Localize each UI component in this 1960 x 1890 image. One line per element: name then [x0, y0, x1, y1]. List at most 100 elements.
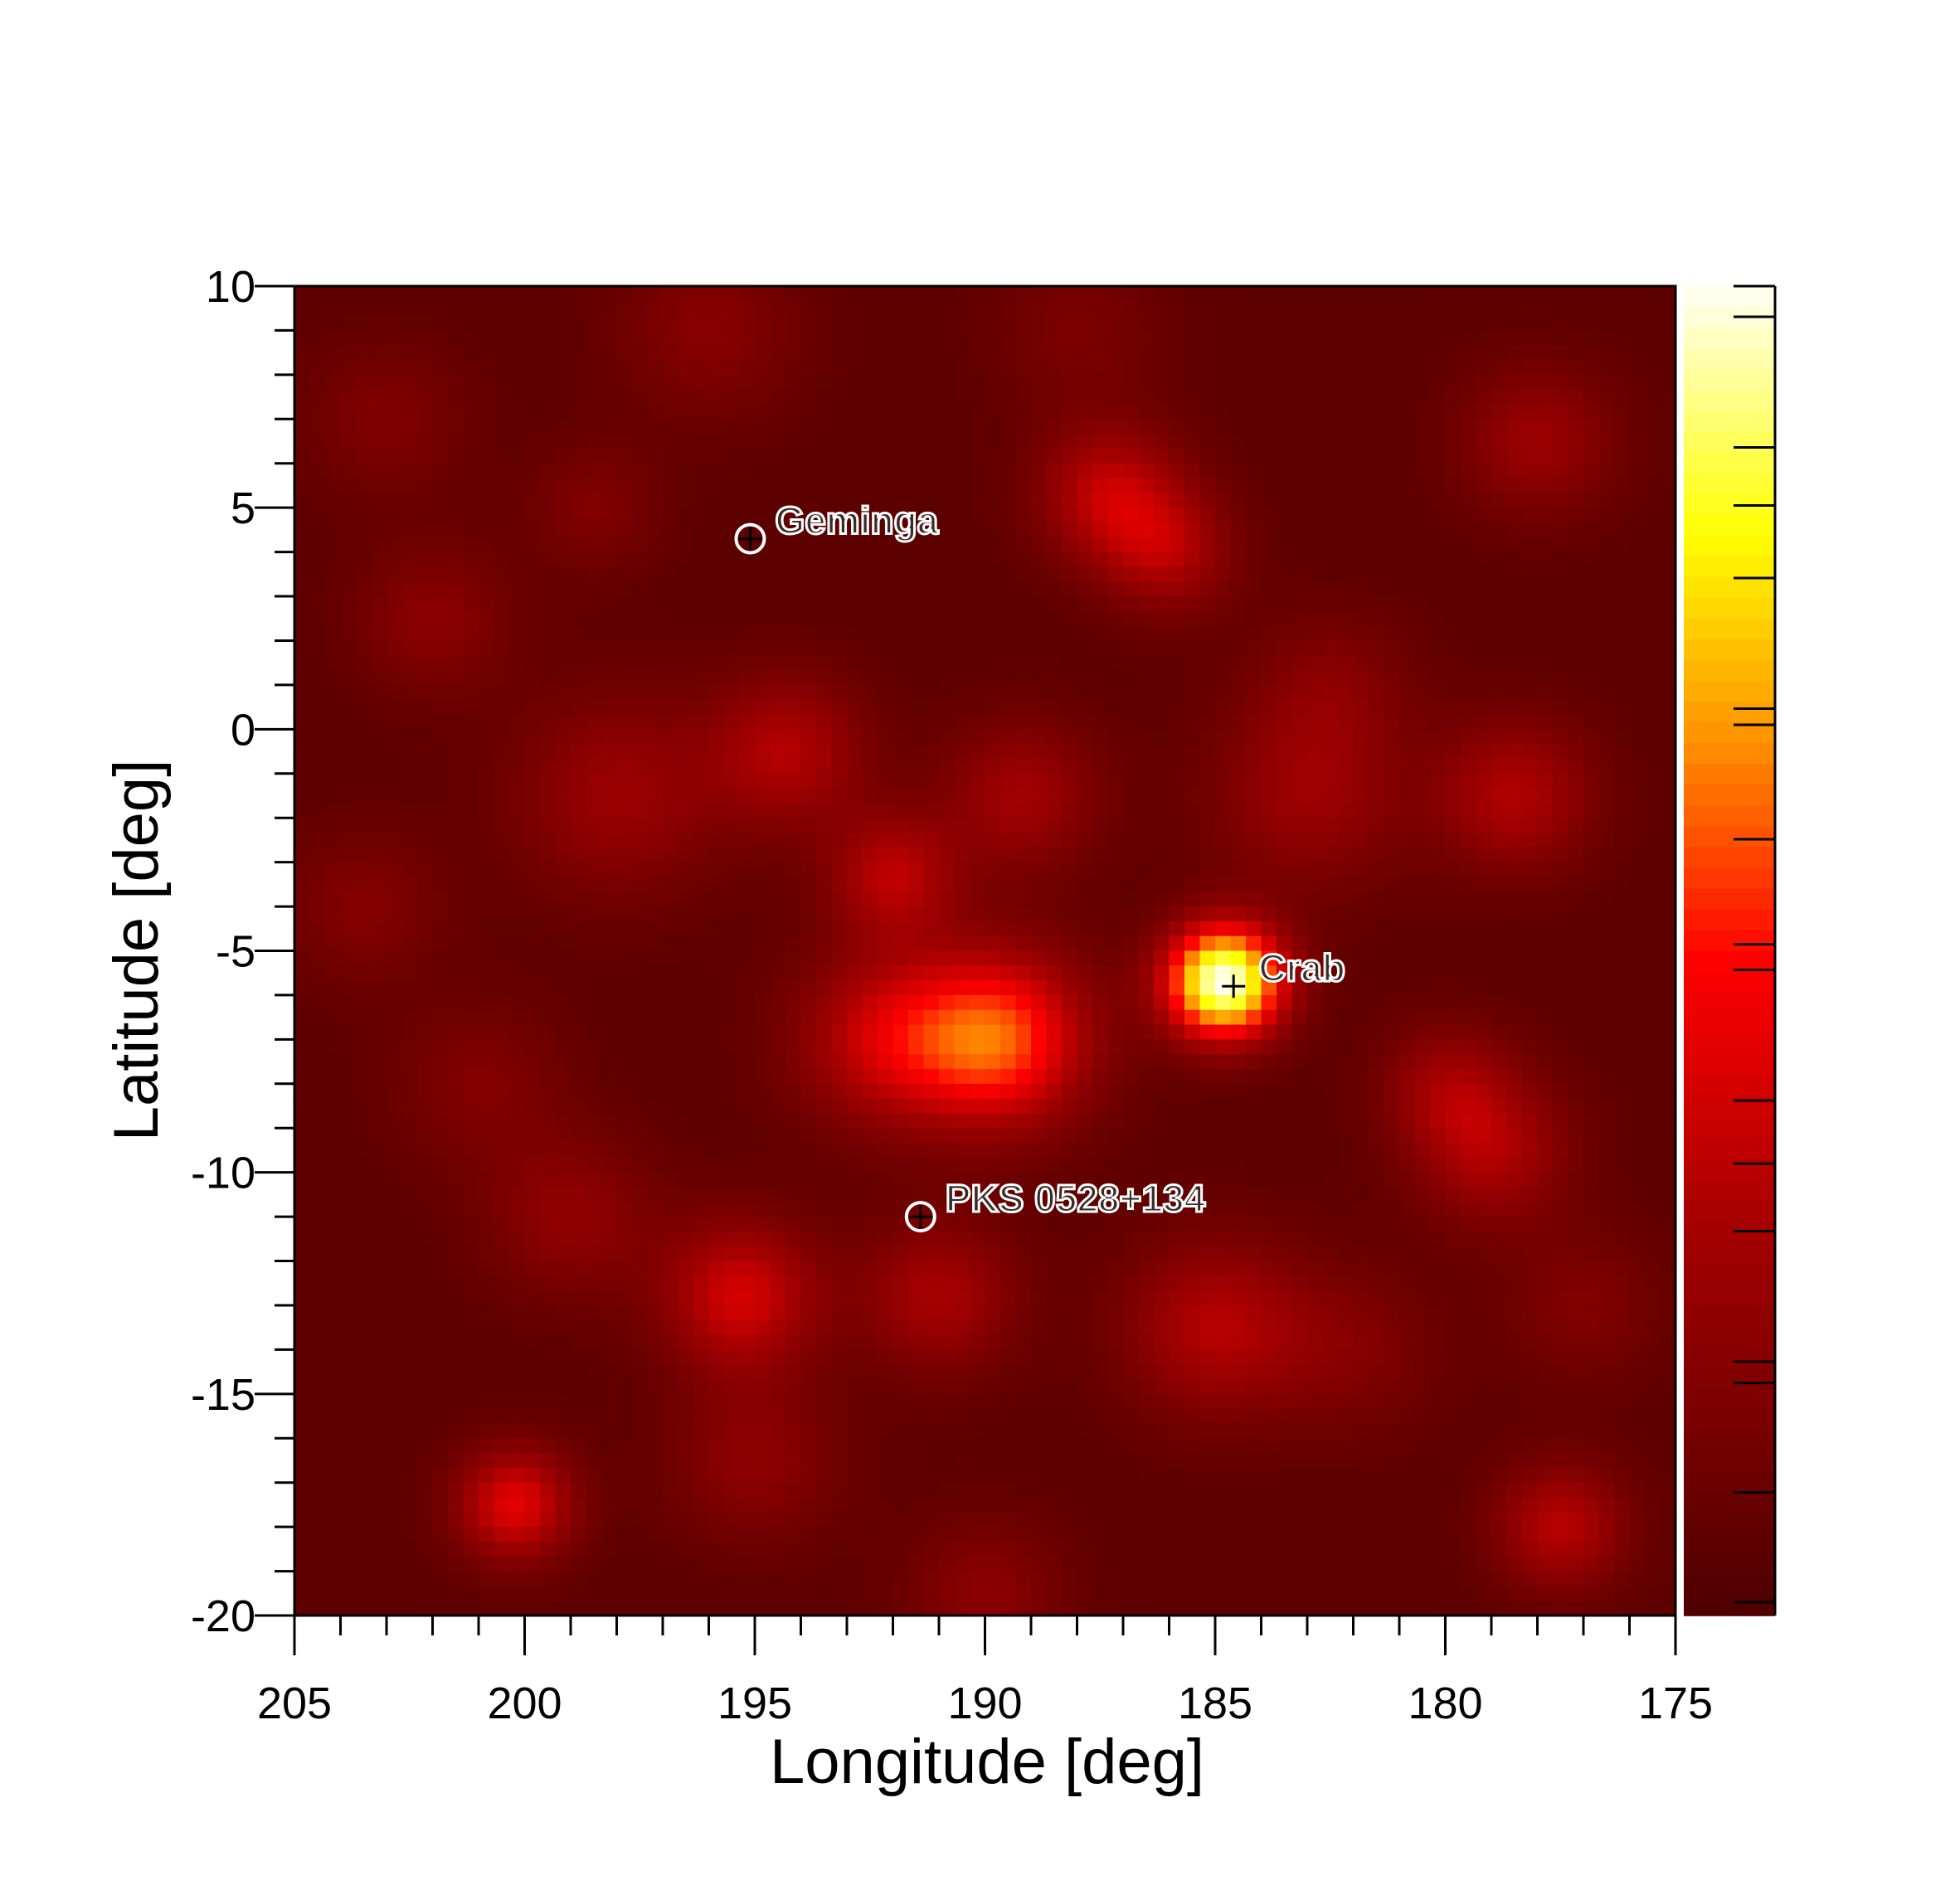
heatmap-cell — [1553, 508, 1569, 523]
heatmap-cell — [1553, 950, 1569, 967]
heatmap-cell — [739, 508, 756, 523]
heatmap-cell — [356, 980, 372, 996]
heatmap-cell — [785, 729, 802, 745]
heatmap-cell — [463, 596, 479, 612]
heatmap-cell — [401, 625, 418, 642]
heatmap-cell — [708, 788, 725, 804]
heatmap-cell — [1384, 788, 1400, 804]
heatmap-cell — [1107, 300, 1124, 317]
heatmap-cell — [1322, 877, 1339, 893]
heatmap-cell — [892, 625, 909, 642]
heatmap-cell — [1184, 1024, 1201, 1041]
heatmap-cell — [309, 404, 326, 420]
heatmap-cell — [970, 965, 986, 981]
heatmap-cell — [847, 315, 863, 332]
heatmap-cell — [555, 1054, 571, 1070]
heatmap-cell — [1000, 448, 1017, 464]
heatmap-cell — [1645, 404, 1661, 420]
heatmap-cell — [356, 758, 372, 775]
heatmap-cell — [1369, 596, 1385, 612]
heatmap-cell — [1445, 1039, 1461, 1055]
heatmap-cell — [878, 803, 894, 819]
heatmap-cell — [1614, 684, 1631, 701]
heatmap-cell — [1568, 744, 1584, 760]
heatmap-cell — [1215, 596, 1232, 612]
heatmap-cell — [939, 714, 956, 731]
heatmap-cell — [432, 434, 449, 449]
heatmap-cell — [1138, 566, 1155, 583]
heatmap-cell — [1353, 566, 1369, 583]
heatmap-cell — [1353, 610, 1369, 627]
heatmap-cell — [770, 522, 786, 538]
heatmap-cell — [463, 773, 479, 790]
heatmap-cell — [494, 1039, 510, 1055]
heatmap-cell — [494, 551, 510, 568]
heatmap-cell — [954, 847, 970, 863]
heatmap-cell — [847, 537, 863, 553]
heatmap-cell — [1461, 374, 1477, 391]
heatmap-cell — [739, 596, 756, 612]
heatmap-cell — [755, 1098, 771, 1115]
heatmap-cell — [816, 360, 833, 376]
heatmap-cell — [1062, 610, 1078, 627]
heatmap-cell — [1169, 994, 1185, 1011]
heatmap-cell — [463, 1024, 479, 1041]
heatmap-cell — [1046, 788, 1063, 804]
heatmap-cell — [1598, 1083, 1615, 1100]
heatmap-cell — [831, 818, 848, 833]
heatmap-cell — [800, 596, 817, 612]
heatmap-cell — [1369, 833, 1385, 848]
heatmap-cell — [1246, 551, 1262, 568]
heatmap-cell — [524, 434, 541, 449]
heatmap-cell — [1123, 714, 1140, 731]
heatmap-cell — [555, 744, 571, 760]
heatmap-cell — [1399, 566, 1416, 583]
heatmap-cell — [1322, 1054, 1339, 1070]
heatmap-cell — [1215, 670, 1232, 686]
heatmap-cell — [1215, 1054, 1232, 1070]
heatmap-cell — [1384, 773, 1400, 790]
heatmap-cell — [831, 360, 848, 376]
heatmap-cell — [1553, 625, 1569, 642]
heatmap-cell — [1246, 994, 1262, 1011]
heatmap-cell — [1015, 1054, 1032, 1070]
heatmap-cell — [1277, 892, 1293, 907]
heatmap-cell — [1430, 493, 1447, 508]
heatmap-cell — [571, 994, 587, 1011]
heatmap-cell — [1629, 877, 1646, 893]
heatmap-cell — [325, 625, 342, 642]
heatmap-cell — [432, 463, 449, 479]
heatmap-cell — [1015, 360, 1032, 376]
heatmap-cell — [1107, 803, 1124, 819]
heatmap-cell — [1154, 758, 1170, 775]
heatmap-cell — [632, 551, 649, 568]
heatmap-cell — [923, 758, 940, 775]
heatmap-cell — [1261, 788, 1277, 804]
heatmap-cell — [1583, 1039, 1600, 1055]
heatmap-cell — [1476, 935, 1492, 952]
heatmap-cell — [417, 610, 434, 627]
heatmap-cell — [616, 1083, 633, 1100]
heatmap-cell — [785, 522, 802, 538]
heatmap-cell — [1629, 374, 1646, 391]
heatmap-cell — [463, 892, 479, 907]
heatmap-cell — [540, 655, 557, 671]
heatmap-cell — [1399, 935, 1416, 952]
heatmap-cell — [616, 935, 633, 952]
heatmap-cell — [1077, 833, 1093, 848]
heatmap-cell — [1246, 980, 1262, 996]
heatmap-cell — [601, 862, 618, 878]
heatmap-cell — [693, 610, 710, 627]
heatmap-cell — [1445, 300, 1461, 317]
heatmap-cell — [647, 581, 664, 597]
heatmap-cell — [755, 1009, 771, 1026]
heatmap-cell — [831, 906, 848, 922]
heatmap-cell — [371, 699, 387, 716]
heatmap-cell — [1445, 330, 1461, 347]
heatmap-cell — [1077, 1039, 1093, 1055]
heatmap-cell — [892, 788, 909, 804]
heatmap-cell — [1614, 950, 1631, 967]
heatmap-cell — [1015, 508, 1032, 523]
heatmap-cell — [1307, 596, 1324, 612]
heatmap-cell — [1660, 1068, 1676, 1085]
